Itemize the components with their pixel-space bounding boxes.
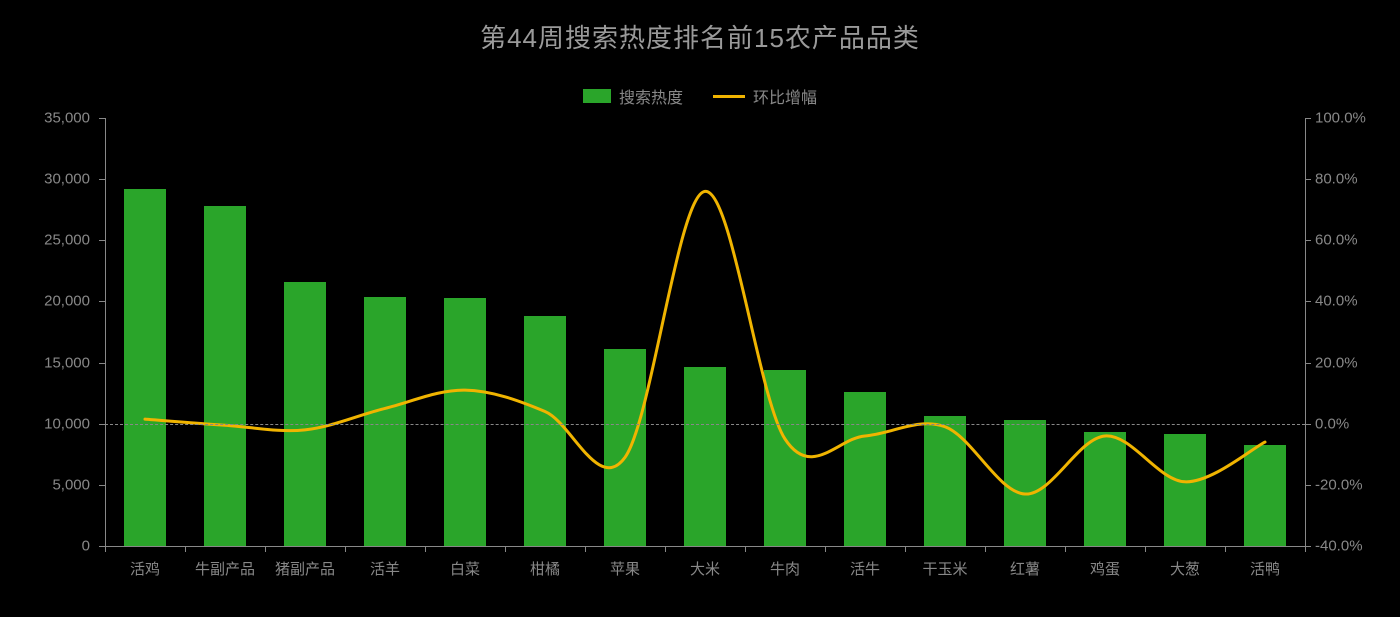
y-right-tick-label: 80.0% — [1315, 171, 1395, 188]
x-tick — [585, 546, 586, 552]
x-tick — [1145, 546, 1146, 552]
x-tick — [505, 546, 506, 552]
x-tick — [265, 546, 266, 552]
legend-label-bar: 搜索热度 — [619, 84, 683, 108]
growth-line — [145, 191, 1265, 494]
x-tick-label: 活牛 — [850, 558, 880, 579]
x-tick-label: 活羊 — [370, 558, 400, 579]
x-tick — [1225, 546, 1226, 552]
plot-area — [105, 118, 1305, 546]
x-tick-label: 大米 — [690, 558, 720, 579]
legend-swatch-bar — [583, 89, 611, 103]
x-tick — [105, 546, 106, 552]
y-right-tick-label: 40.0% — [1315, 293, 1395, 310]
x-tick-label: 牛肉 — [770, 558, 800, 579]
chart-title: 第44周搜索热度排名前15农产品品类 — [0, 18, 1400, 55]
legend-swatch-line — [713, 95, 745, 98]
x-tick — [905, 546, 906, 552]
y-left-tick-label: 35,000 — [10, 110, 90, 127]
x-tick — [985, 546, 986, 552]
chart-container: 第44周搜索热度排名前15农产品品类 搜索热度 环比增幅 0 5,000 10,00… — [0, 0, 1400, 617]
y-left-tick-label: 5,000 — [10, 476, 90, 493]
zero-line — [105, 424, 1305, 425]
x-tick-label: 活鸭 — [1250, 558, 1280, 579]
legend-label-line: 环比增幅 — [753, 84, 817, 108]
y-left-tick-label: 25,000 — [10, 232, 90, 249]
legend-item-bar: 搜索热度 — [583, 84, 683, 108]
legend: 搜索热度 环比增幅 — [0, 84, 1400, 108]
x-tick-label: 苹果 — [610, 558, 640, 579]
y-right-tick-label: 0.0% — [1315, 415, 1395, 432]
x-tick — [1305, 546, 1306, 552]
x-tick-label: 活鸡 — [130, 558, 160, 579]
x-tick-label: 大葱 — [1170, 558, 1200, 579]
x-tick-label: 白菜 — [450, 558, 480, 579]
right-y-axis — [1305, 118, 1306, 546]
x-tick-label: 红薯 — [1010, 558, 1040, 579]
y-left-tick-label: 20,000 — [10, 293, 90, 310]
y-right-tick-label: -20.0% — [1315, 476, 1395, 493]
y-left-tick-label: 15,000 — [10, 354, 90, 371]
y-left-tick-label: 10,000 — [10, 415, 90, 432]
x-tick — [185, 546, 186, 552]
left-y-axis — [105, 118, 106, 546]
x-tick — [345, 546, 346, 552]
y-right-tick-label: 60.0% — [1315, 232, 1395, 249]
line-layer — [105, 118, 1305, 546]
x-tick-label: 柑橘 — [530, 558, 560, 579]
x-tick-label: 猪副产品 — [275, 558, 335, 579]
x-tick-label: 干玉米 — [922, 558, 967, 579]
x-tick — [665, 546, 666, 552]
y-left-tick-label: 30,000 — [10, 171, 90, 188]
x-tick-label: 牛副产品 — [195, 558, 255, 579]
x-tick — [1065, 546, 1066, 552]
x-tick — [745, 546, 746, 552]
x-tick — [425, 546, 426, 552]
y-right-tick-label: 20.0% — [1315, 354, 1395, 371]
x-axis — [105, 546, 1305, 547]
x-tick-label: 鸡蛋 — [1090, 558, 1120, 579]
x-tick — [825, 546, 826, 552]
legend-item-line: 环比增幅 — [713, 84, 817, 108]
y-right-tick-label: -40.0% — [1315, 538, 1395, 555]
y-right-tick-label: 100.0% — [1315, 110, 1395, 127]
y-left-tick-label: 0 — [10, 538, 90, 555]
